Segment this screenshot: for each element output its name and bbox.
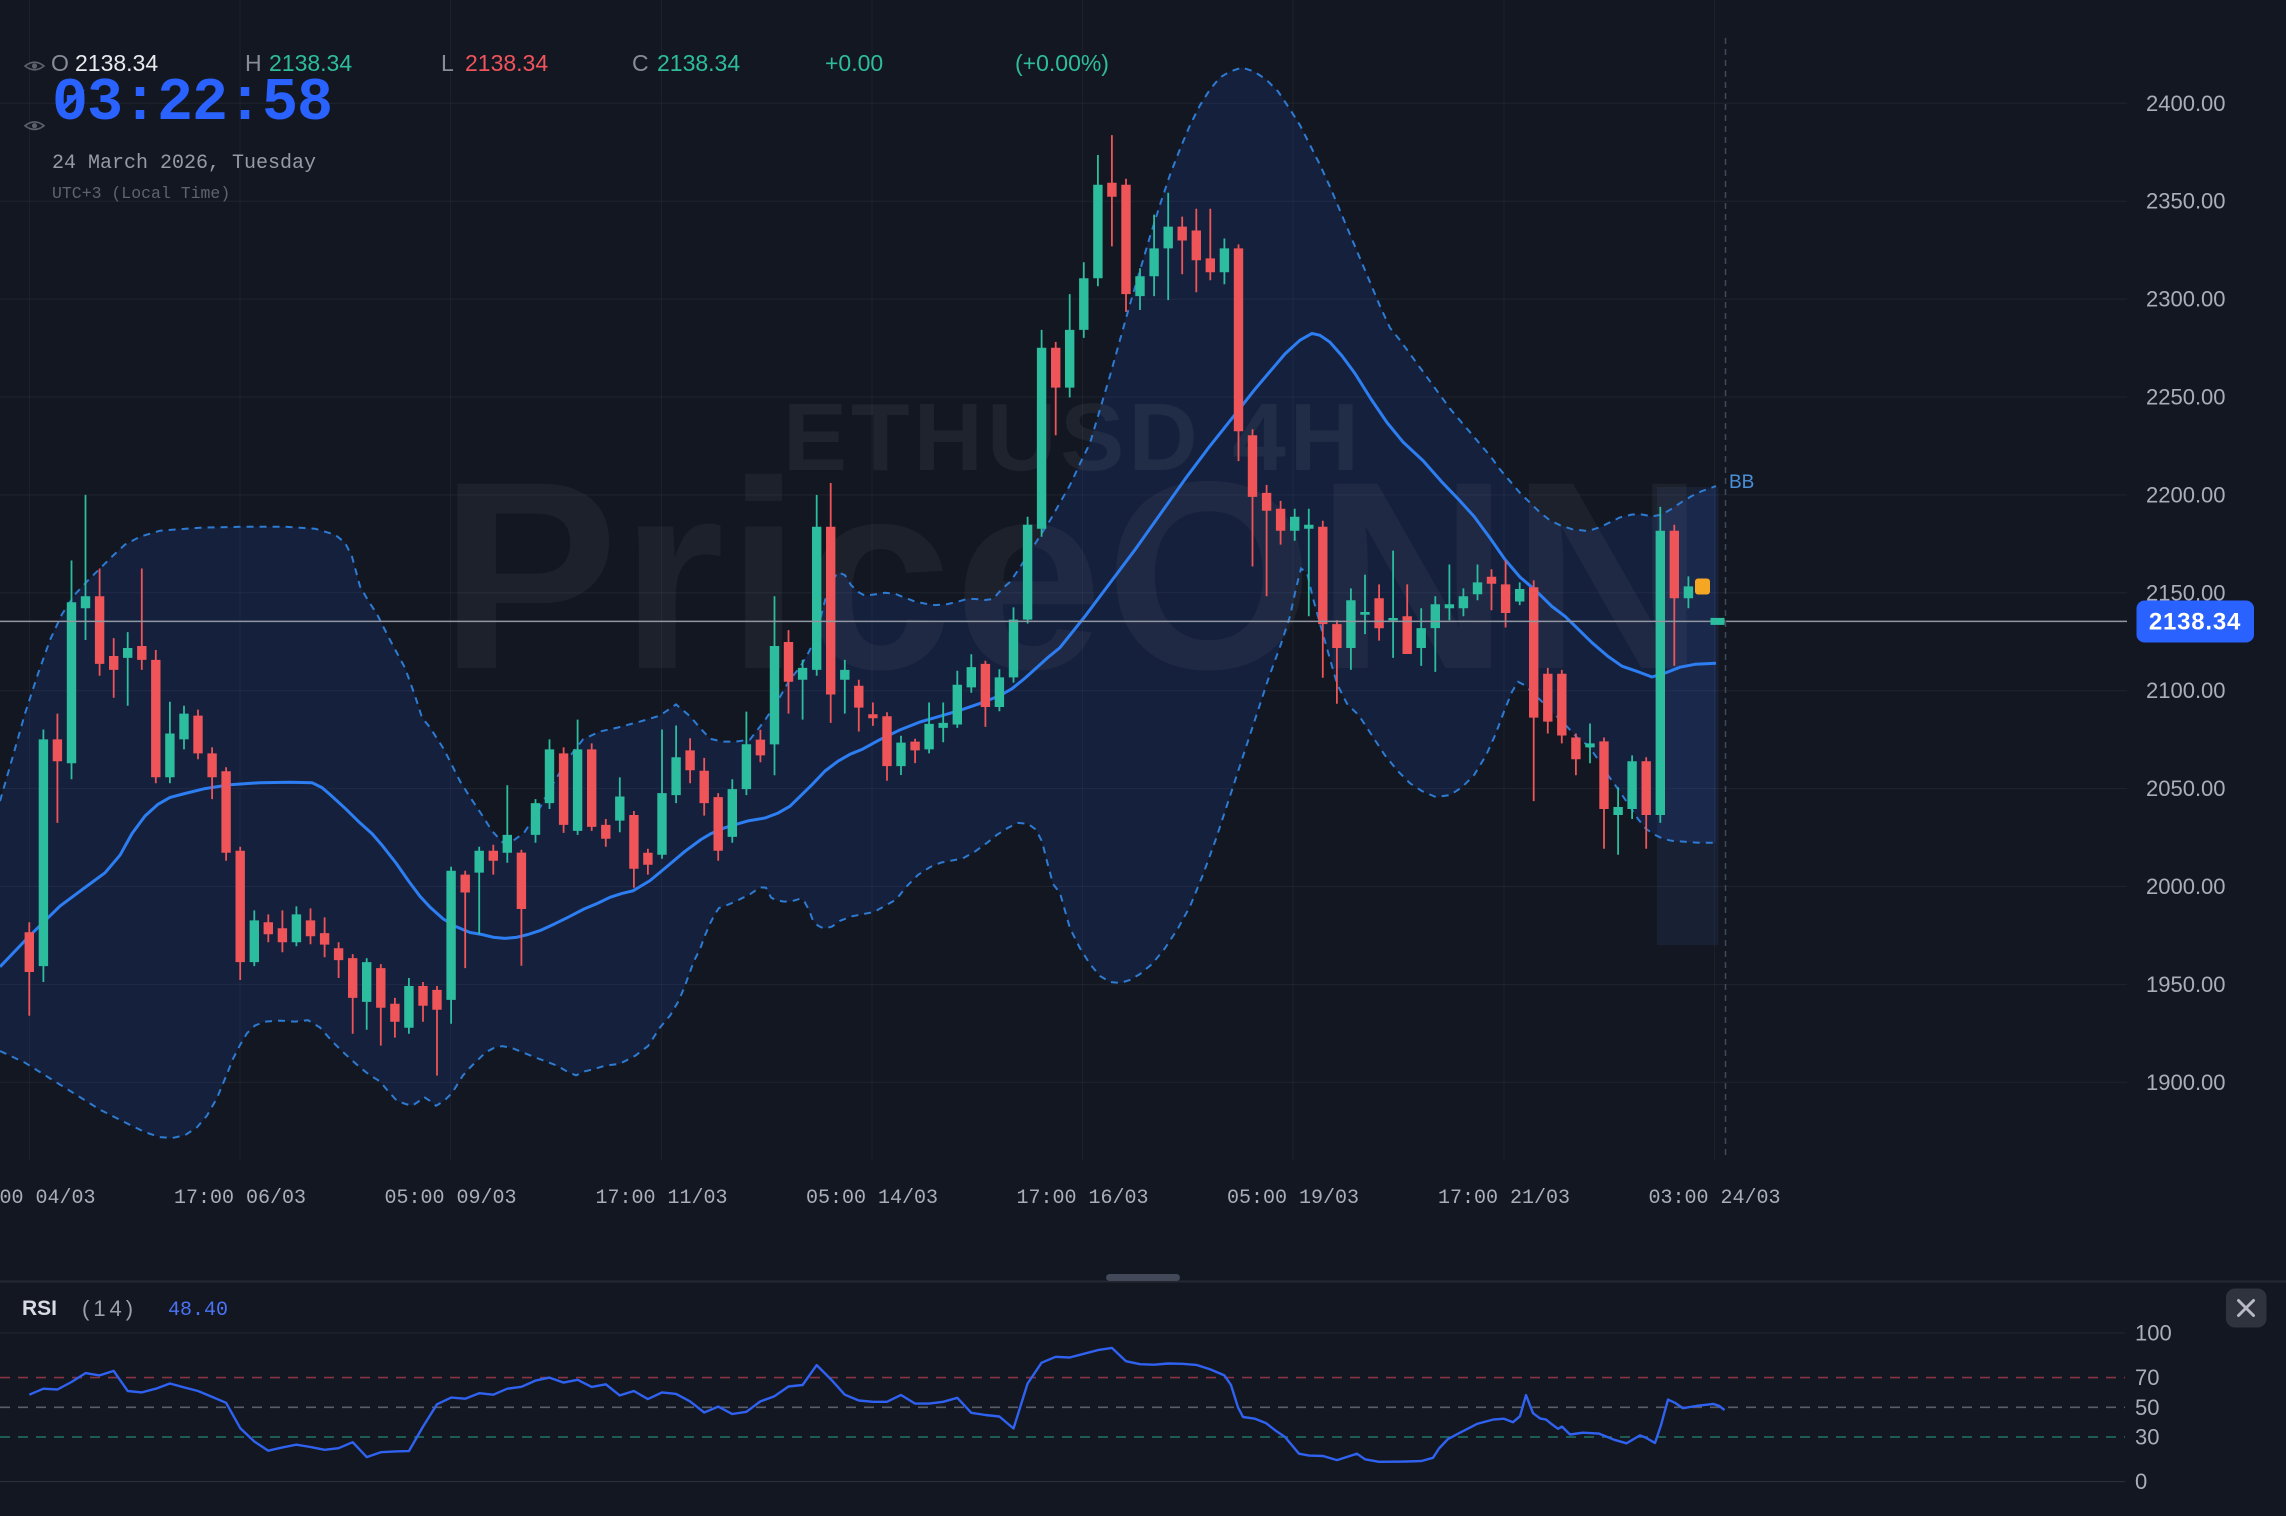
- svg-text:2138.34: 2138.34: [2149, 609, 2241, 636]
- svg-text:17:00 11/03: 17:00 11/03: [595, 1187, 727, 1210]
- svg-text:1900.00: 1900.00: [2146, 1070, 2226, 1095]
- svg-text:2100.00: 2100.00: [2146, 678, 2226, 703]
- svg-text:1950.00: 1950.00: [2146, 972, 2226, 997]
- svg-text:+0.00: +0.00: [825, 50, 883, 76]
- svg-text:30: 30: [2135, 1425, 2159, 1450]
- svg-text:17:00 21/03: 17:00 21/03: [1438, 1187, 1570, 1210]
- svg-text:2250.00: 2250.00: [2146, 385, 2226, 410]
- svg-text:2138.34: 2138.34: [657, 50, 740, 76]
- svg-text:UTC+3 (Local Time): UTC+3 (Local Time): [52, 184, 230, 203]
- svg-text:(14): (14): [82, 1296, 137, 1321]
- svg-text:2350.00: 2350.00: [2146, 189, 2226, 214]
- svg-text:C: C: [632, 50, 649, 76]
- svg-text:2138.34: 2138.34: [75, 50, 158, 76]
- svg-text:BB: BB: [1729, 472, 1754, 493]
- svg-text:2138.34: 2138.34: [269, 50, 352, 76]
- svg-text:2200.00: 2200.00: [2146, 482, 2226, 507]
- svg-text:05:00 09/03: 05:00 09/03: [384, 1187, 516, 1210]
- svg-text:2400.00: 2400.00: [2146, 91, 2226, 116]
- svg-text:50: 50: [2135, 1395, 2159, 1420]
- svg-text:RSI: RSI: [22, 1297, 57, 1320]
- svg-text:ETHUSD 4H: ETHUSD 4H: [783, 384, 1363, 491]
- svg-text:48.40: 48.40: [168, 1299, 228, 1322]
- svg-text:(+0.00%): (+0.00%): [1015, 50, 1109, 76]
- svg-text:70: 70: [2135, 1365, 2159, 1390]
- svg-text:03:00 24/03: 03:00 24/03: [1648, 1187, 1780, 1210]
- svg-text:0: 0: [2135, 1469, 2147, 1494]
- svg-text:H: H: [245, 50, 262, 76]
- svg-text:2300.00: 2300.00: [2146, 287, 2226, 312]
- svg-text:17:00 16/03: 17:00 16/03: [1016, 1187, 1148, 1210]
- svg-text:05:00 04/03: 05:00 04/03: [0, 1187, 96, 1210]
- svg-text:L: L: [441, 50, 454, 76]
- svg-text:2000.00: 2000.00: [2146, 874, 2226, 899]
- svg-text:PriceONN: PriceONN: [439, 425, 1706, 725]
- svg-text:100: 100: [2135, 1321, 2172, 1346]
- svg-text:17:00 06/03: 17:00 06/03: [174, 1187, 306, 1210]
- svg-text:03:22:58: 03:22:58: [52, 70, 332, 138]
- svg-text:2138.34: 2138.34: [465, 50, 548, 76]
- svg-text:O: O: [51, 50, 69, 76]
- svg-text:24 March 2026, Tuesday: 24 March 2026, Tuesday: [52, 152, 316, 175]
- svg-text:05:00 19/03: 05:00 19/03: [1227, 1187, 1359, 1210]
- svg-text:2050.00: 2050.00: [2146, 776, 2226, 801]
- svg-text:05:00 14/03: 05:00 14/03: [806, 1187, 938, 1210]
